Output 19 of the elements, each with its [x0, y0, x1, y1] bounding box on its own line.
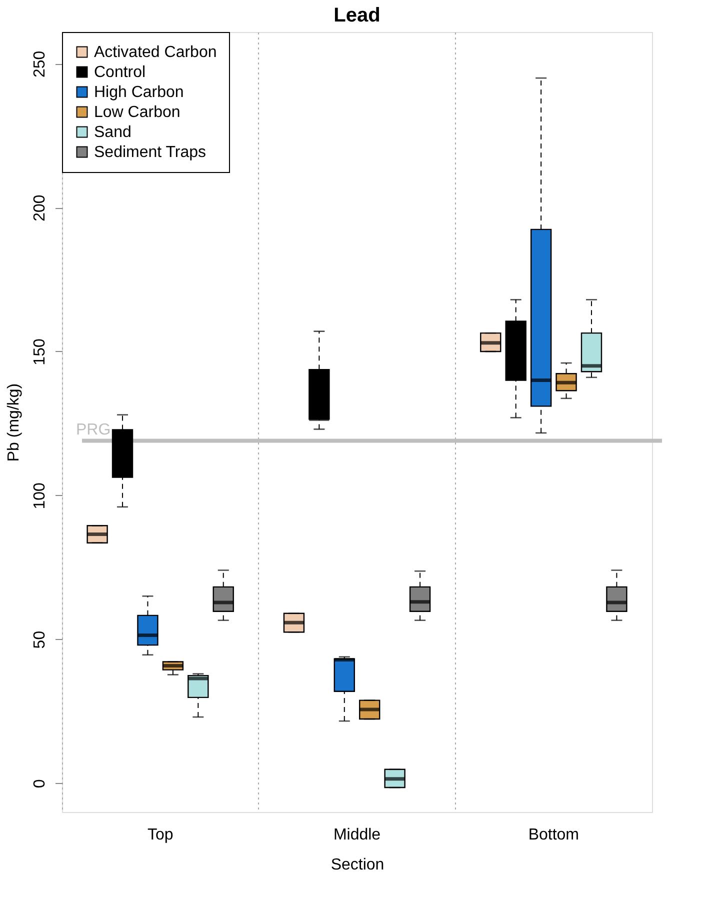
x-axis-title: Section: [330, 856, 384, 874]
y-tick-label: 200: [32, 194, 48, 222]
y-tick-label: 50: [32, 630, 48, 649]
y-axis-title: Pb (mg/kg): [6, 383, 22, 462]
x-tick-label: Bottom: [528, 826, 580, 844]
x-tick-label: Top: [147, 826, 174, 844]
legend-label: Activated Carbon: [94, 44, 217, 61]
legend-label: Sand: [94, 124, 132, 141]
ref-line-label: PRG: [76, 422, 111, 439]
y-tick-label: 250: [32, 50, 48, 78]
legend-label: Sediment Traps: [94, 144, 206, 161]
legend-label: High Carbon: [94, 84, 184, 101]
legend-label: Low Carbon: [94, 104, 180, 121]
chart-title: Lead: [334, 4, 380, 26]
legend-label: Control: [94, 64, 146, 81]
y-tick-label: 0: [32, 779, 48, 788]
x-tick-label: Middle: [333, 826, 381, 844]
y-tick-label: 150: [32, 338, 48, 366]
y-tick-label: 100: [32, 482, 48, 510]
